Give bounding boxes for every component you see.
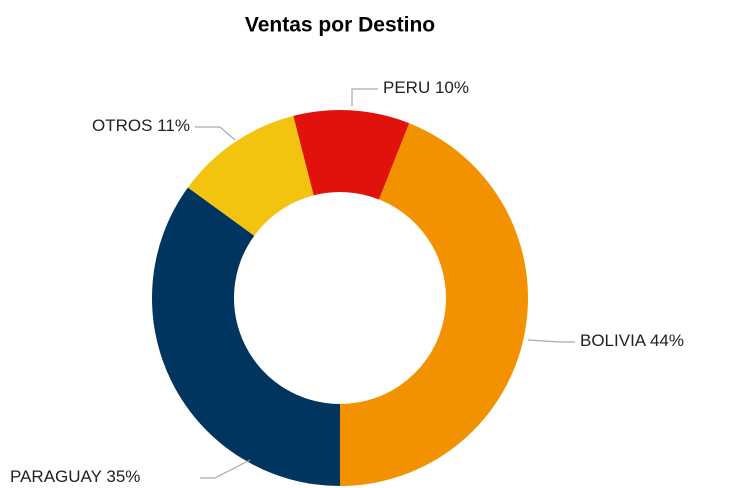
slice-label: PARAGUAY 35% [10, 467, 140, 486]
category-name: OTROS [92, 116, 152, 135]
leader-line [195, 126, 236, 141]
leader-line [351, 88, 378, 106]
donut-slice [340, 123, 528, 486]
value-label: 10% [435, 78, 469, 97]
value-label: 35% [106, 467, 140, 486]
slice-label: PERU 10% [383, 78, 469, 97]
slice-label: OTROS 11% [92, 116, 190, 135]
leader-line [200, 459, 251, 479]
leader-line [527, 339, 575, 343]
chart-title: Ventas por Destino [245, 14, 435, 37]
value-label: 44% [650, 331, 684, 350]
category-name: PERU [383, 78, 430, 97]
donut-slice [187, 115, 314, 236]
category-name: BOLIVIA [580, 331, 647, 350]
category-name: PARAGUAY [10, 467, 102, 486]
donut-slice [293, 110, 410, 200]
slice-label: BOLIVIA 44% [580, 331, 684, 350]
value-label: 11% [157, 116, 190, 135]
donut-slice [152, 187, 340, 486]
